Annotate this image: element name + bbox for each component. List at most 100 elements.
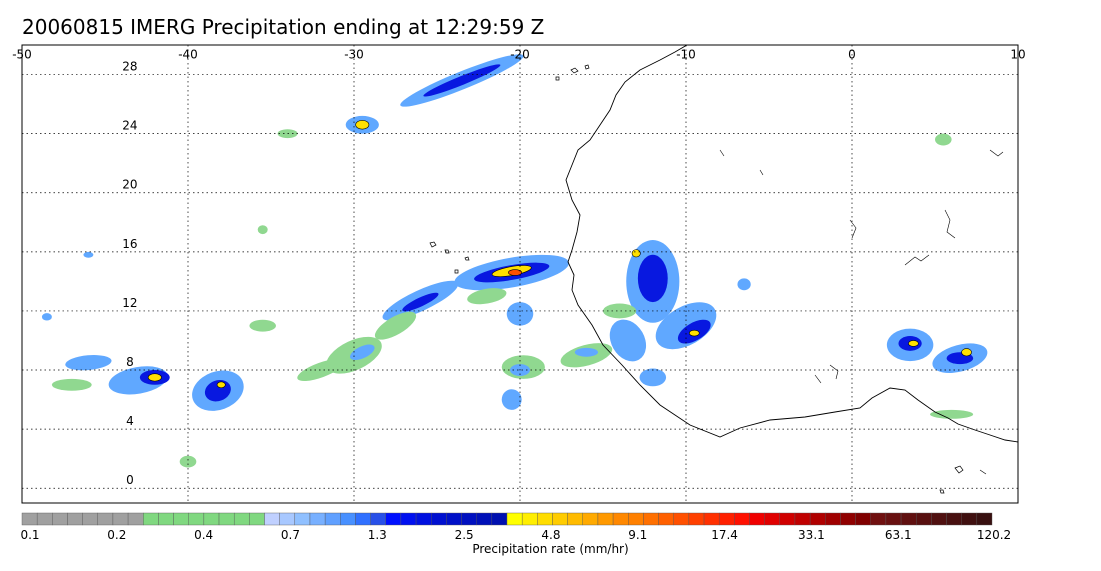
colorbar-swatch xyxy=(324,512,341,526)
lon-tick-label: 10 xyxy=(1010,48,1025,62)
colorbar-swatch xyxy=(385,512,402,526)
lon-tick-label: -40 xyxy=(178,48,198,62)
colorbar-tick-label: 1.3 xyxy=(367,528,387,542)
colorbar-swatch xyxy=(67,512,83,526)
lon-tick-label: -20 xyxy=(510,48,530,62)
axis-tick-labels: -50 -40 -30 -20 -10 0 10 0 4 8 12 16 20 24 28 xyxy=(12,48,1025,488)
precip-cell xyxy=(908,340,919,347)
colorbar-swatch xyxy=(400,512,417,526)
lon-tick-label: -50 xyxy=(12,48,32,62)
colorbar-swatch xyxy=(461,512,477,526)
colorbar-swatch xyxy=(825,512,841,526)
colorbar-swatch xyxy=(688,512,705,526)
lat-tick-label: 8 xyxy=(126,355,134,369)
precip-cell xyxy=(249,319,276,332)
colorbar-swatch xyxy=(158,512,174,526)
colorbar-swatch xyxy=(446,512,462,526)
colorbar-swatch xyxy=(870,512,887,526)
colorbar-swatch xyxy=(582,512,599,526)
precipitation-field xyxy=(41,54,988,468)
colorbar-swatch xyxy=(218,512,235,526)
map-title: 20060815 IMERG Precipitation ending at 1… xyxy=(22,15,545,39)
colorbar-swatch xyxy=(567,512,583,526)
colorbar-tick-label: 0.2 xyxy=(107,528,127,542)
precip-cell xyxy=(374,311,417,340)
precip-cell xyxy=(501,389,522,410)
colorbar-swatch xyxy=(809,512,826,526)
colorbar-swatch xyxy=(916,512,932,526)
precip-cell xyxy=(297,359,345,382)
colorbar-swatch xyxy=(779,512,796,526)
colorbar-swatch xyxy=(643,512,659,526)
colorbar-swatch xyxy=(521,512,538,526)
colorbar-swatch xyxy=(355,512,371,526)
colorbar-tick-label: 0.1 xyxy=(20,528,40,542)
colorbar-tick-label: 33.1 xyxy=(798,528,825,542)
precip-cell xyxy=(257,225,268,235)
colorbar-swatch xyxy=(415,512,432,526)
precip-cell xyxy=(935,133,952,146)
colorbar-swatch xyxy=(703,512,720,526)
colorbar-swatch xyxy=(885,512,902,526)
lat-tick-label: 0 xyxy=(126,473,134,487)
africa-coastline xyxy=(565,45,1018,443)
colorbar-swatch xyxy=(143,512,159,526)
precip-cell xyxy=(609,319,647,362)
colorbar-swatch xyxy=(961,512,978,526)
colorbar-swatch xyxy=(264,512,280,526)
colorbar-label: Precipitation rate (mm/hr) xyxy=(472,542,629,556)
colorbar-swatch xyxy=(597,512,614,526)
cape-verde-islands-outline xyxy=(429,241,470,274)
colorbar-swatch xyxy=(188,512,205,526)
colorbar-tick-label: 9.1 xyxy=(628,528,648,542)
colorbar-swatch xyxy=(127,512,144,526)
colorbar-swatch xyxy=(491,512,508,526)
colorbar xyxy=(21,512,993,526)
colorbar-swatch xyxy=(233,512,250,526)
colorbar-swatch xyxy=(718,512,735,526)
gulf-of-guinea-island-outline xyxy=(939,465,964,494)
colorbar-swatch xyxy=(673,512,690,526)
colorbar-swatch xyxy=(431,512,447,526)
colorbar-swatch xyxy=(36,512,53,526)
colorbar-tick-label: 17.4 xyxy=(711,528,738,542)
colorbar-swatch xyxy=(203,512,220,526)
colorbar-swatch xyxy=(82,512,98,526)
colorbar-tick-label: 63.1 xyxy=(884,528,912,542)
canary-islands-outline xyxy=(555,64,590,81)
colorbar-swatch xyxy=(840,512,856,526)
precip-cell xyxy=(574,347,599,357)
colorbar-tick-label: 0.4 xyxy=(194,528,214,542)
precip-cell xyxy=(506,302,534,326)
colorbar-swatch xyxy=(112,512,129,526)
precip-cell xyxy=(51,378,92,391)
precip-cell xyxy=(467,288,507,305)
colorbar-swatch xyxy=(340,512,356,526)
colorbar-swatch xyxy=(734,512,750,526)
colorbar-tick-label: 0.7 xyxy=(280,528,301,542)
colorbar-swatch xyxy=(476,512,493,526)
colorbar-swatch xyxy=(249,512,265,526)
lat-tick-label: 4 xyxy=(126,414,134,428)
colorbar-swatch xyxy=(764,512,781,526)
colorbar-swatch xyxy=(900,512,917,526)
precip-cell xyxy=(639,368,667,387)
precip-cell xyxy=(83,251,94,258)
colorbar-swatch xyxy=(946,512,962,526)
precip-cell xyxy=(216,381,226,389)
precip-cell xyxy=(179,455,197,468)
colorbar-swatch xyxy=(537,512,553,526)
precip-cell xyxy=(41,313,52,321)
colorbar-swatch xyxy=(658,512,674,526)
colorbar-swatch xyxy=(749,512,765,526)
colorbar-swatch xyxy=(173,512,189,526)
colorbar-swatch xyxy=(855,512,871,526)
colorbar-swatch xyxy=(52,512,68,526)
coastline xyxy=(429,45,1018,494)
colorbar-tick-label: 120.2 xyxy=(976,528,1012,542)
precip-cell xyxy=(147,373,162,382)
precip-cell xyxy=(689,329,700,337)
lon-tick-label: -10 xyxy=(676,48,696,62)
precip-cell xyxy=(603,303,637,319)
